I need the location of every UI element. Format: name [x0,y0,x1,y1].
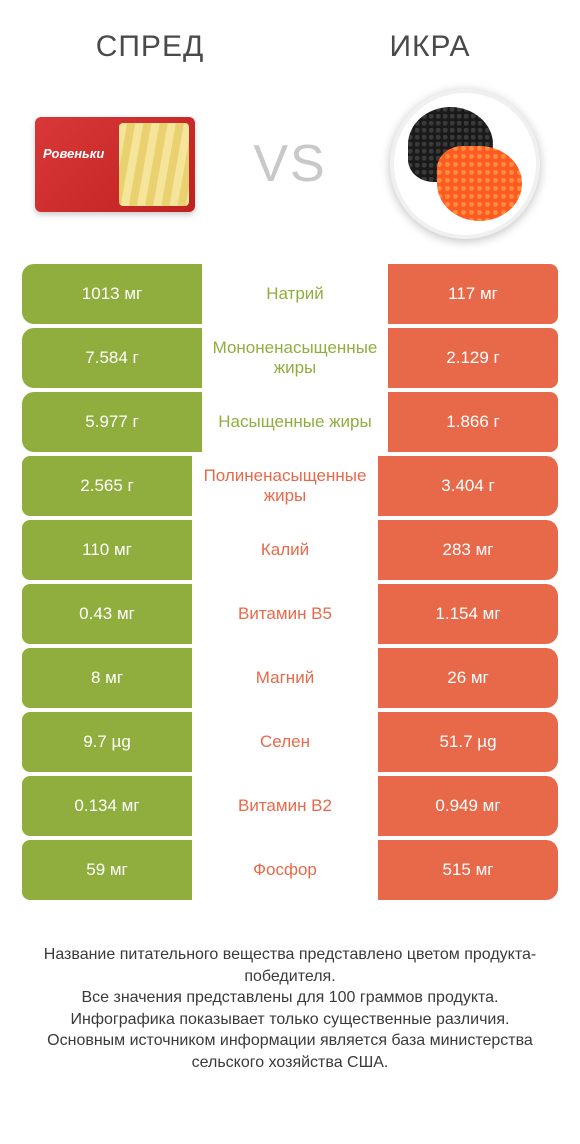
nutrient-label: Фосфор [192,840,378,900]
right-value: 1.154 мг [378,584,558,644]
right-product-image [380,89,550,239]
table-row: 9.7 µgСелен51.7 µg [22,712,558,772]
left-value: 2.565 г [22,456,192,516]
images-row: Ровеньки VS [0,74,580,264]
nutrient-label: Витамин B2 [192,776,378,836]
right-value: 283 мг [378,520,558,580]
nutrient-label: Магний [192,648,378,708]
right-value: 117 мг [388,264,558,324]
left-value: 0.43 мг [22,584,192,644]
vs-label: VS [253,134,326,194]
table-row: 2.565 гПолиненасыщенные жиры3.404 г [22,456,558,516]
footer-line: Название питательного вещества представл… [28,944,552,987]
footer-line: Инфографика показывает только существенн… [28,1009,552,1031]
footer-notes: Название питательного вещества представл… [0,904,580,1074]
spread-brand-label: Ровеньки [43,147,118,161]
right-product-title: ИКРА [330,30,530,64]
right-value: 2.129 г [388,328,558,388]
nutrient-label: Мононенасыщенные жиры [202,328,388,388]
right-value: 1.866 г [388,392,558,452]
table-row: 59 мгФосфор515 мг [22,840,558,900]
spread-box-icon: Ровеньки [35,117,195,212]
left-value: 59 мг [22,840,192,900]
left-value: 7.584 г [22,328,202,388]
nutrient-label: Витамин B5 [192,584,378,644]
right-value: 0.949 мг [378,776,558,836]
right-value: 51.7 µg [378,712,558,772]
right-value: 515 мг [378,840,558,900]
nutrient-label: Селен [192,712,378,772]
table-row: 8 мгМагний26 мг [22,648,558,708]
left-value: 1013 мг [22,264,202,324]
left-value: 9.7 µg [22,712,192,772]
table-row: 7.584 гМононенасыщенные жиры2.129 г [22,328,558,388]
nutrient-label: Полиненасыщенные жиры [192,456,378,516]
footer-line: Основным источником информации является … [28,1030,552,1073]
nutrient-label: Натрий [202,264,388,324]
table-row: 110 мгКалий283 мг [22,520,558,580]
left-product-title: СПРЕД [50,30,250,64]
table-row: 0.134 мгВитамин B20.949 мг [22,776,558,836]
right-value: 3.404 г [378,456,558,516]
comparison-table: 1013 мгНатрий117 мг7.584 гМононенасыщенн… [0,264,580,900]
red-caviar-icon [437,146,522,221]
left-value: 0.134 мг [22,776,192,836]
header: СПРЕД ИКРА [0,0,580,74]
nutrient-label: Насыщенные жиры [202,392,388,452]
table-row: 1013 мгНатрий117 мг [22,264,558,324]
left-value: 5.977 г [22,392,202,452]
right-value: 26 мг [378,648,558,708]
left-product-image: Ровеньки [30,89,200,239]
nutrient-label: Калий [192,520,378,580]
table-row: 5.977 гНасыщенные жиры1.866 г [22,392,558,452]
left-value: 110 мг [22,520,192,580]
caviar-plate-icon [390,89,540,239]
left-value: 8 мг [22,648,192,708]
table-row: 0.43 мгВитамин B51.154 мг [22,584,558,644]
footer-line: Все значения представлены для 100 граммо… [28,987,552,1009]
